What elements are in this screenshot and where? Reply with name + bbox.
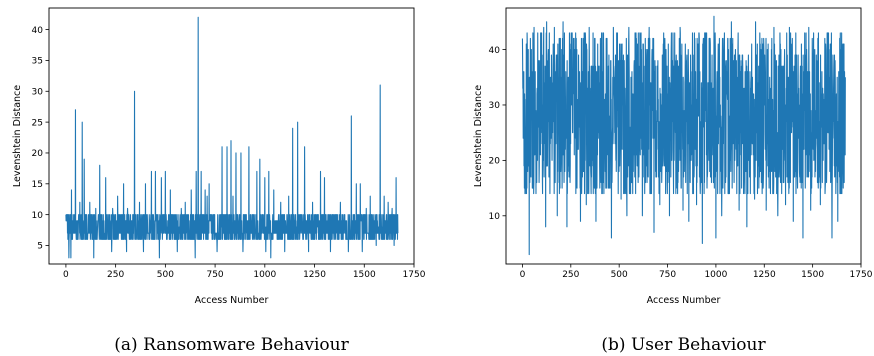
y-tick-label: 40 bbox=[32, 26, 44, 36]
y-tick-label: 20 bbox=[32, 149, 44, 159]
plot-area-b bbox=[505, 7, 862, 265]
x-tick-label: 750 bbox=[206, 270, 223, 280]
x-tick-label: 250 bbox=[107, 270, 124, 280]
x-tick-label: 250 bbox=[562, 270, 579, 280]
x-ticks-a: 0 250 500 750 1000 1250 1500 1750 bbox=[63, 264, 426, 280]
x-axis-label-a: Access Number bbox=[195, 295, 269, 306]
x-tick-label: 1500 bbox=[353, 270, 376, 280]
x-tick-label: 1000 bbox=[253, 270, 276, 280]
y-tick-label: 30 bbox=[32, 87, 44, 97]
x-tick-label: 1250 bbox=[753, 270, 776, 280]
y-ticks-b: 10 20 30 40 bbox=[489, 46, 506, 222]
y-tick-label: 20 bbox=[489, 157, 501, 167]
series-lines-a bbox=[65, 16, 399, 259]
y-tick-label: 15 bbox=[32, 180, 43, 190]
series-lines-b bbox=[521, 15, 846, 256]
x-tick-label: 500 bbox=[157, 270, 174, 280]
y-axis-label-a: Levenshtein Distance bbox=[12, 85, 23, 187]
series-line bbox=[521, 15, 846, 256]
x-tick-label: 750 bbox=[659, 270, 676, 280]
x-tick-label: 0 bbox=[63, 270, 69, 280]
x-ticks-b: 0 250 500 750 1000 1250 1500 1750 bbox=[520, 264, 873, 280]
y-tick-label: 35 bbox=[32, 57, 43, 67]
y-tick-label: 5 bbox=[37, 242, 43, 252]
x-tick-label: 1500 bbox=[801, 270, 824, 280]
x-tick-label: 1750 bbox=[850, 270, 873, 280]
chart-ransomware: 0 250 500 750 1000 1250 1500 1750 5 10 15 20 25 30 35… bbox=[12, 7, 426, 355]
x-tick-label: 500 bbox=[611, 270, 628, 280]
x-tick-label: 1250 bbox=[303, 270, 326, 280]
x-tick-label: 1750 bbox=[403, 270, 426, 280]
series-line bbox=[65, 16, 399, 259]
plot-area-a bbox=[48, 7, 415, 265]
x-axis-label-b: Access Number bbox=[647, 295, 721, 306]
x-tick-label: 1000 bbox=[704, 270, 727, 280]
caption-a: (a) Ransomware Behaviour bbox=[114, 335, 349, 355]
y-tick-label: 25 bbox=[32, 118, 43, 128]
y-tick-label: 30 bbox=[489, 101, 501, 111]
y-tick-label: 10 bbox=[489, 212, 501, 222]
y-tick-label: 10 bbox=[32, 211, 44, 221]
x-tick-label: 0 bbox=[520, 270, 526, 280]
caption-b: (b) User Behaviour bbox=[601, 335, 766, 355]
chart-user: 0 250 500 750 1000 1250 1500 1750 10 20 30 40 Acce… bbox=[473, 7, 873, 355]
y-axis-label-b: Levenshtein Distance bbox=[473, 85, 484, 187]
y-tick-label: 40 bbox=[489, 46, 501, 56]
y-ticks-a: 5 10 15 20 25 30 35 40 bbox=[32, 26, 49, 252]
